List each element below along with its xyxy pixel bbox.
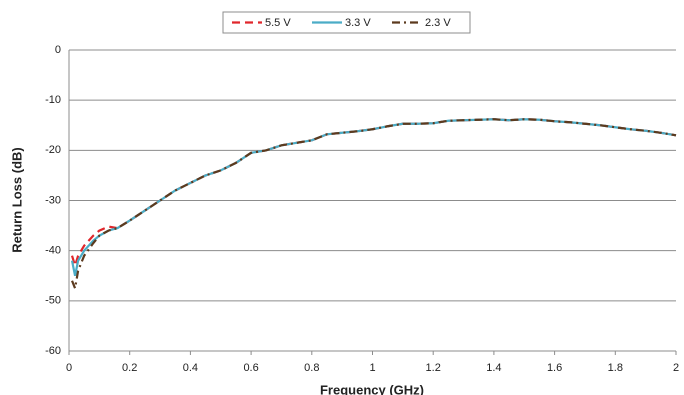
y-tick-label: -50 xyxy=(45,295,61,307)
y-tick-label: 0 xyxy=(55,44,61,56)
y-tick-label: -30 xyxy=(45,194,61,206)
y-tick-label: -20 xyxy=(45,144,61,156)
x-tick-label: 0.8 xyxy=(304,362,319,374)
x-tick-label: 2 xyxy=(673,362,679,374)
x-axis-title: Frequency (GHz) xyxy=(320,382,424,395)
legend-box xyxy=(222,11,471,34)
y-tick-label: -40 xyxy=(45,245,61,257)
y-tick-label: -10 xyxy=(45,94,61,106)
legend-label: 5.5 V xyxy=(265,17,291,29)
series-line xyxy=(70,118,677,270)
legend-label: 3.3 V xyxy=(345,17,371,29)
series-line xyxy=(71,118,677,293)
x-tick-label: 1.2 xyxy=(426,362,441,374)
x-tick-label: 0.2 xyxy=(122,362,137,374)
x-tick-label: 0.4 xyxy=(183,362,198,374)
series-line xyxy=(70,118,677,276)
y-axis-title: Return Loss (dB) xyxy=(9,147,24,252)
x-tick-label: 1.4 xyxy=(486,362,501,374)
x-tick-label: 1 xyxy=(369,362,375,374)
y-tick-label: -60 xyxy=(45,345,61,357)
x-tick-label: 1.8 xyxy=(608,362,623,374)
x-tick-label: 1.6 xyxy=(547,362,562,374)
x-tick-label: 0.6 xyxy=(243,362,258,374)
x-tick-label: 0 xyxy=(66,362,72,374)
legend-label: 2.3 V xyxy=(425,17,451,29)
